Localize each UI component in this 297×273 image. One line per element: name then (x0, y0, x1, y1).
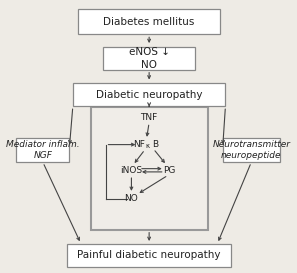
Text: Diabetic neuropathy: Diabetic neuropathy (96, 90, 202, 100)
FancyBboxPatch shape (67, 244, 231, 267)
Text: TNF: TNF (140, 113, 158, 122)
FancyBboxPatch shape (78, 10, 220, 34)
Text: Neurotransmitter
neuropeptide: Neurotransmitter neuropeptide (212, 140, 290, 161)
Text: Painful diabetic neuropathy: Painful diabetic neuropathy (78, 250, 221, 260)
FancyBboxPatch shape (103, 47, 195, 70)
FancyBboxPatch shape (91, 107, 208, 230)
Text: B: B (152, 140, 159, 149)
Text: Mediator inflam.
NGF: Mediator inflam. NGF (6, 140, 80, 161)
Text: eNOS ↓
NO: eNOS ↓ NO (129, 46, 170, 70)
Text: NF: NF (133, 140, 145, 149)
FancyBboxPatch shape (223, 138, 280, 162)
Text: iNOS: iNOS (120, 166, 143, 175)
Text: NO: NO (124, 194, 138, 203)
Text: Diabetes mellitus: Diabetes mellitus (103, 17, 195, 27)
Text: PG: PG (163, 166, 176, 175)
FancyBboxPatch shape (16, 138, 69, 162)
Text: κ: κ (145, 143, 149, 149)
FancyBboxPatch shape (73, 83, 225, 106)
